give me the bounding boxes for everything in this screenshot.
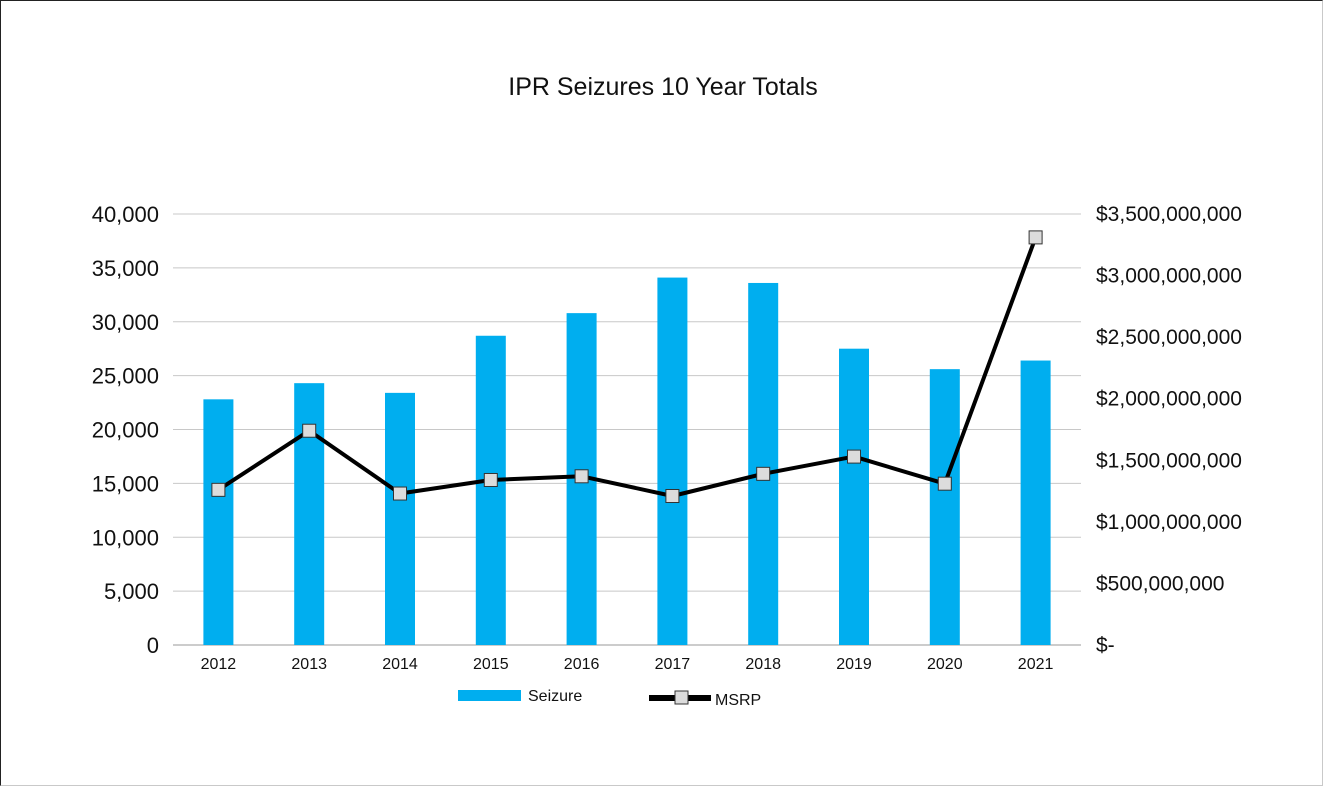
msrp-marker (848, 450, 861, 463)
msrp-line (218, 237, 1035, 496)
x-tick-label: 2015 (473, 656, 509, 673)
left-tick-label: 0 (147, 633, 159, 658)
x-tick-label: 2020 (927, 656, 963, 673)
left-y-axis: 0 5,000 10,000 15,000 20,000 25,000 30,000 35,0… (92, 202, 159, 658)
legend-swatch-msrp-marker (675, 691, 688, 704)
left-tick-label: 35,000 (92, 256, 159, 281)
x-tick-label: 2016 (564, 656, 600, 673)
bar (1021, 361, 1051, 645)
msrp-marker (1029, 231, 1042, 244)
line-series-msrp (212, 231, 1042, 503)
msrp-marker (212, 483, 225, 496)
right-tick-label: $3,500,000,000 (1096, 203, 1242, 226)
msrp-marker (394, 487, 407, 500)
bar (748, 283, 778, 645)
left-tick-label: 10,000 (92, 525, 159, 550)
msrp-marker (757, 467, 770, 480)
left-tick-label: 40,000 (92, 202, 159, 227)
x-tick-label: 2012 (201, 656, 237, 673)
right-tick-label: $1,500,000,000 (1096, 449, 1242, 472)
right-tick-label: $500,000,000 (1096, 572, 1224, 595)
bar-series-seizure (203, 278, 1050, 645)
msrp-marker (484, 473, 497, 486)
left-tick-label: 5,000 (104, 579, 159, 604)
right-tick-label: $2,500,000,000 (1096, 326, 1242, 349)
legend-label-msrp: MSRP (715, 692, 761, 709)
msrp-marker (575, 470, 588, 483)
bar (203, 399, 233, 645)
bar (839, 349, 869, 645)
x-tick-label: 2014 (382, 656, 418, 673)
x-tick-label: 2019 (836, 656, 872, 673)
right-tick-label: $- (1096, 634, 1115, 657)
right-tick-label: $1,000,000,000 (1096, 511, 1242, 534)
msrp-marker (938, 477, 951, 490)
right-y-axis: $- $500,000,000 $1,000,000,000 $1,500,000,0… (1096, 203, 1242, 657)
x-tick-label: 2021 (1018, 656, 1054, 673)
legend: Seizure MSRP (458, 688, 761, 709)
bar (476, 336, 506, 645)
left-tick-label: 20,000 (92, 418, 159, 443)
legend-label-seizure: Seizure (528, 688, 582, 705)
x-axis: 2012 2013 2014 2015 2016 2017 2018 2019 2020 2021 (201, 656, 1054, 673)
right-tick-label: $2,000,000,000 (1096, 388, 1242, 411)
msrp-marker (303, 424, 316, 437)
bar (385, 393, 415, 645)
chart-title: IPR Seizures 10 Year Totals (508, 73, 817, 101)
legend-swatch-seizure (458, 690, 521, 701)
x-tick-label: 2018 (745, 656, 781, 673)
right-tick-label: $3,000,000,000 (1096, 265, 1242, 288)
msrp-marker (666, 489, 679, 502)
left-tick-label: 15,000 (92, 471, 159, 496)
bar (657, 278, 687, 645)
bar (930, 369, 960, 645)
left-tick-label: 25,000 (92, 364, 159, 389)
x-tick-label: 2017 (655, 656, 691, 673)
left-tick-label: 30,000 (92, 310, 159, 335)
x-tick-label: 2013 (291, 656, 327, 673)
bar (294, 383, 324, 645)
